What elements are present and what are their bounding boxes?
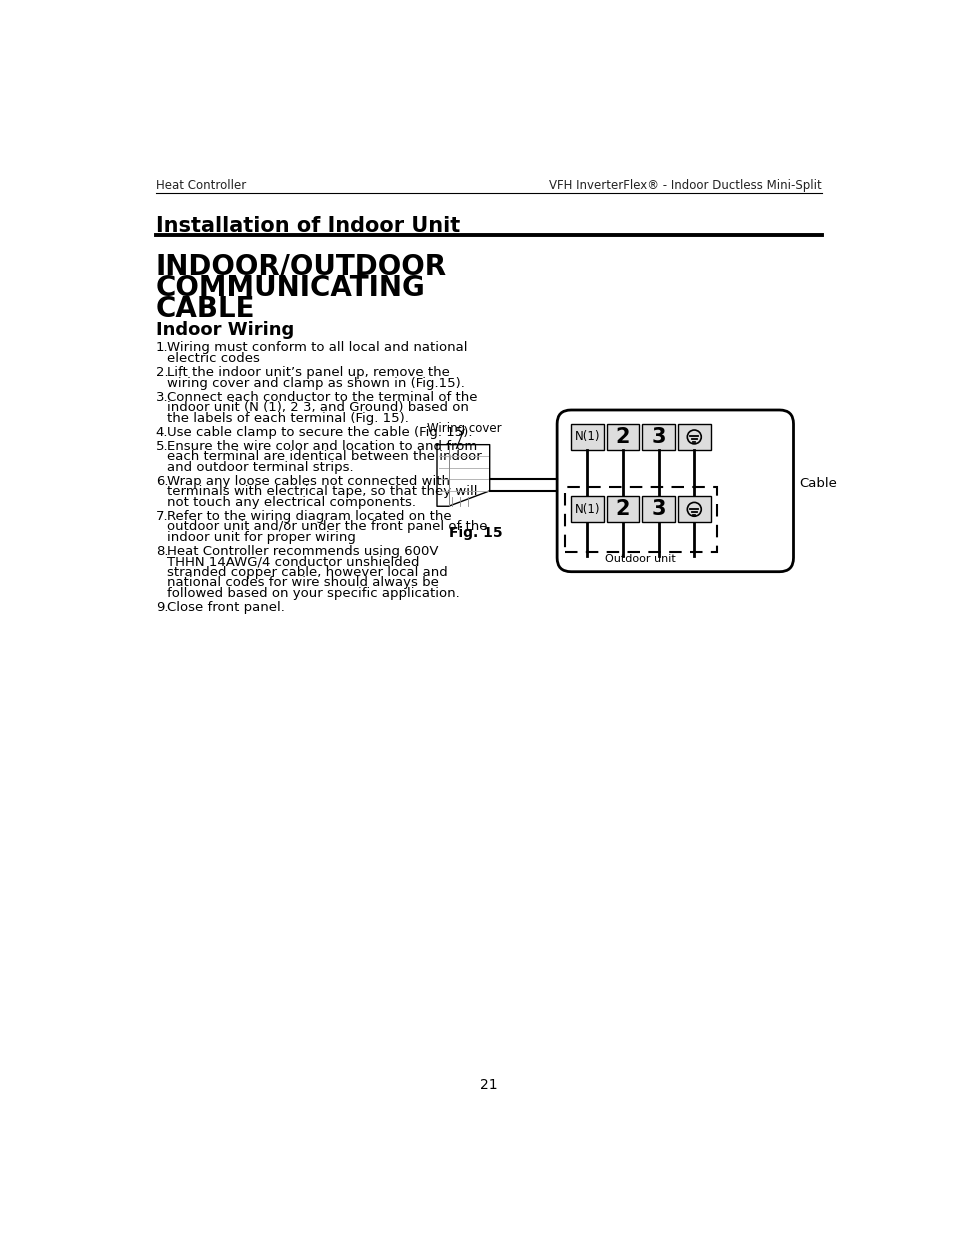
Text: CABLE: CABLE [155,295,254,324]
Text: Outdoor unit: Outdoor unit [605,555,676,564]
Text: 2: 2 [615,499,630,520]
Text: COMMUNICATING: COMMUNICATING [155,274,425,301]
Text: N(1): N(1) [574,431,599,443]
Text: 7.: 7. [155,510,168,524]
Text: outdoor unit and/or under the front panel of the: outdoor unit and/or under the front pane… [167,520,487,534]
Text: Indoor Wiring: Indoor Wiring [155,321,294,340]
Text: stranded copper cable, however local and: stranded copper cable, however local and [167,566,448,579]
Text: 3.: 3. [155,390,168,404]
Text: the labels of each terminal (Fig. 15).: the labels of each terminal (Fig. 15). [167,411,409,425]
Text: Wrap any loose cables not connected with: Wrap any loose cables not connected with [167,475,450,488]
Text: wiring cover and clamp as shown in (Fig.15).: wiring cover and clamp as shown in (Fig.… [167,377,465,389]
Text: and outdoor terminal strips.: and outdoor terminal strips. [167,461,354,474]
Text: 2.: 2. [155,366,168,379]
Text: 21: 21 [479,1078,497,1092]
Text: terminals with electrical tape, so that they will: terminals with electrical tape, so that … [167,485,477,499]
Bar [641,424,674,450]
Text: Close front panel.: Close front panel. [167,601,285,614]
Text: Heat Controller: Heat Controller [155,179,246,191]
Text: 4.: 4. [155,426,168,438]
Bar [606,496,639,522]
Polygon shape [436,445,489,506]
Text: Ensure the wire color and location to and from: Ensure the wire color and location to an… [167,440,477,453]
Text: 9.: 9. [155,601,168,614]
Text: Use cable clamp to secure the cable (Fig. 15).: Use cable clamp to secure the cable (Fig… [167,426,473,438]
Text: indoor unit for proper wiring: indoor unit for proper wiring [167,531,355,543]
Bar [678,424,710,450]
Text: N(1): N(1) [574,503,599,516]
Text: followed based on your specific application.: followed based on your specific applicat… [167,587,459,600]
Bar [571,424,603,450]
Text: Wiring cover: Wiring cover [426,421,501,435]
Text: Cable: Cable [799,477,837,489]
Text: 5.: 5. [155,440,168,453]
Text: Connect each conductor to the terminal of the: Connect each conductor to the terminal o… [167,390,477,404]
Text: THHN 14AWG/4 conductor unshielded: THHN 14AWG/4 conductor unshielded [167,556,419,568]
Bar [678,496,710,522]
Text: 6.: 6. [155,475,168,488]
Bar [571,496,603,522]
Text: INDOOR/OUTDOOR: INDOOR/OUTDOOR [155,252,446,280]
Text: indoor unit (N (1), 2 3, and Ground) based on: indoor unit (N (1), 2 3, and Ground) bas… [167,401,469,414]
Text: VFH InverterFlex® - Indoor Ductless Mini-Split: VFH InverterFlex® - Indoor Ductless Mini… [549,179,821,191]
Text: Wiring must conform to all local and national: Wiring must conform to all local and nat… [167,341,467,354]
Bar [641,496,674,522]
FancyBboxPatch shape [557,410,793,572]
Text: 1.: 1. [155,341,168,354]
Text: each terminal are identical between the indoor: each terminal are identical between the … [167,451,481,463]
Text: not touch any electrical components.: not touch any electrical components. [167,496,416,509]
Text: Refer to the wiring diagram located on the: Refer to the wiring diagram located on t… [167,510,452,524]
Text: Installation of Indoor Unit: Installation of Indoor Unit [155,216,459,236]
Text: 3: 3 [651,427,665,447]
Text: 8.: 8. [155,545,168,558]
Text: 3: 3 [651,499,665,520]
Text: Lift the indoor unit’s panel up, remove the: Lift the indoor unit’s panel up, remove … [167,366,450,379]
Bar [564,487,716,552]
Text: national codes for wire should always be: national codes for wire should always be [167,577,438,589]
Text: 2: 2 [615,427,630,447]
Text: Heat Controller recommends using 600V: Heat Controller recommends using 600V [167,545,438,558]
Text: electric codes: electric codes [167,352,260,364]
Text: Fig. 15: Fig. 15 [449,526,502,540]
Bar [606,424,639,450]
